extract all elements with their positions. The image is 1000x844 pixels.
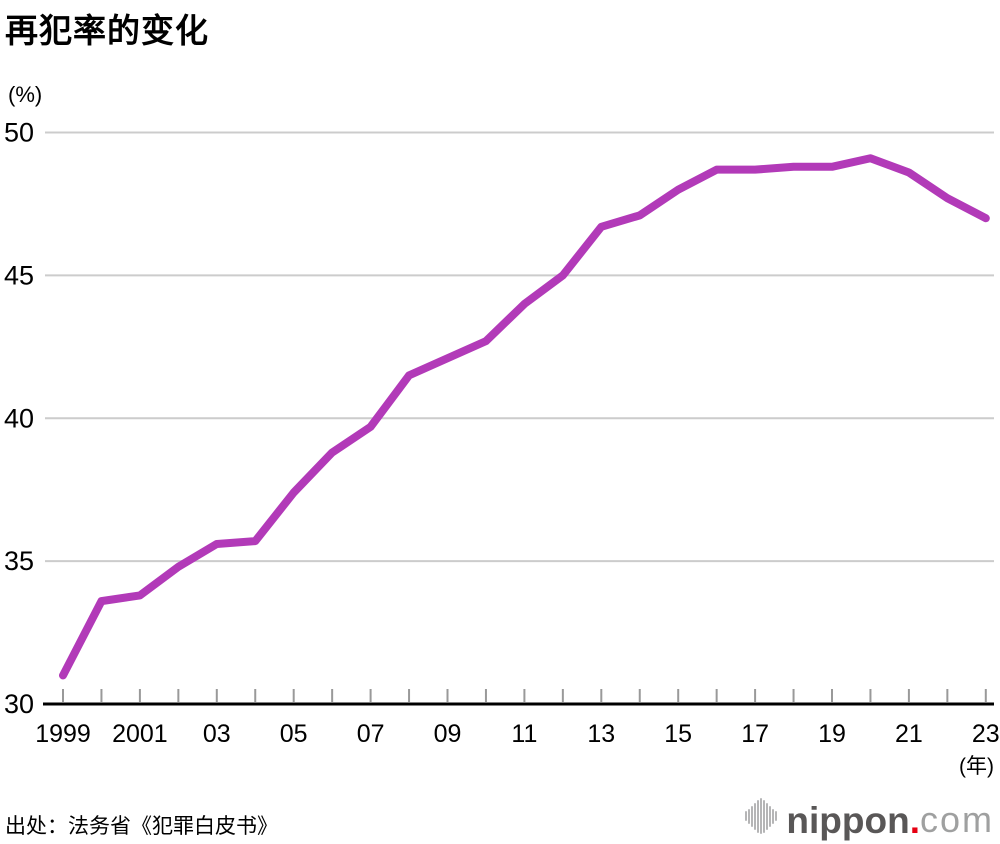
- source-note: 出处：法务省《犯罪白皮书》: [5, 815, 278, 838]
- logo-tld-text: com: [919, 799, 994, 841]
- y-tick-label-45: 45: [4, 260, 34, 290]
- x-axis-labels-group: 1999 2001 03 05 07 09 11 13 15 17 19 21 23: [35, 720, 1000, 748]
- y-axis-labels-group: 30 35 40 45 50: [4, 118, 34, 720]
- logo-brand-text: nippon: [786, 800, 910, 841]
- audio-wave-bar: [745, 811, 748, 821]
- x-axis-ticks-group: [62, 689, 987, 702]
- y-tick-label-35: 35: [4, 546, 34, 576]
- nippon-com-logo: nippon . com: [745, 796, 994, 839]
- x-axis-unit-label: (年): [959, 755, 994, 778]
- x-tick-label-2019: 19: [818, 720, 846, 748]
- audio-wave-bar: [748, 808, 751, 824]
- x-tick-label-2015: 15: [664, 720, 692, 748]
- x-tick-label-2007: 07: [357, 720, 385, 748]
- logo-dot: .: [909, 800, 920, 841]
- audio-wave-bar: [766, 802, 769, 830]
- audio-wave-icon: [745, 796, 778, 836]
- y-axis-unit-label: (%): [8, 82, 43, 107]
- data-series-group: [59, 154, 990, 680]
- x-tick-label-2023: 23: [972, 720, 1000, 748]
- audio-wave-bar: [754, 802, 757, 830]
- chart-title: 再犯率的变化: [5, 12, 209, 49]
- x-tick-label-2005: 05: [280, 720, 308, 748]
- x-tick-label-2013: 13: [587, 720, 615, 748]
- recidivism-rate-line: [59, 154, 990, 680]
- y-tick-label-40: 40: [4, 403, 34, 433]
- audio-wave-bar: [772, 808, 775, 824]
- x-tick-label-2021: 21: [895, 720, 923, 748]
- y-tick-label-50: 50: [4, 118, 34, 148]
- audio-wave-bar: [769, 805, 772, 827]
- audio-wave-bar: [775, 811, 778, 821]
- x-tick-label-1999: 1999: [35, 720, 91, 748]
- gridlines-group: [43, 131, 994, 706]
- x-tick-label-2009: 09: [434, 720, 462, 748]
- audio-wave-bar: [757, 799, 760, 833]
- x-tick-label-2011: 11: [511, 720, 537, 748]
- y-tick-label-30: 30: [4, 689, 34, 719]
- audio-wave-bar: [751, 805, 754, 827]
- x-tick-label-2003: 03: [203, 720, 231, 748]
- x-tick-label-2001: 2001: [112, 720, 168, 748]
- audio-wave-bar: [763, 799, 766, 833]
- x-tick-label-2017: 17: [741, 720, 769, 748]
- audio-wave-bar: [760, 798, 763, 834]
